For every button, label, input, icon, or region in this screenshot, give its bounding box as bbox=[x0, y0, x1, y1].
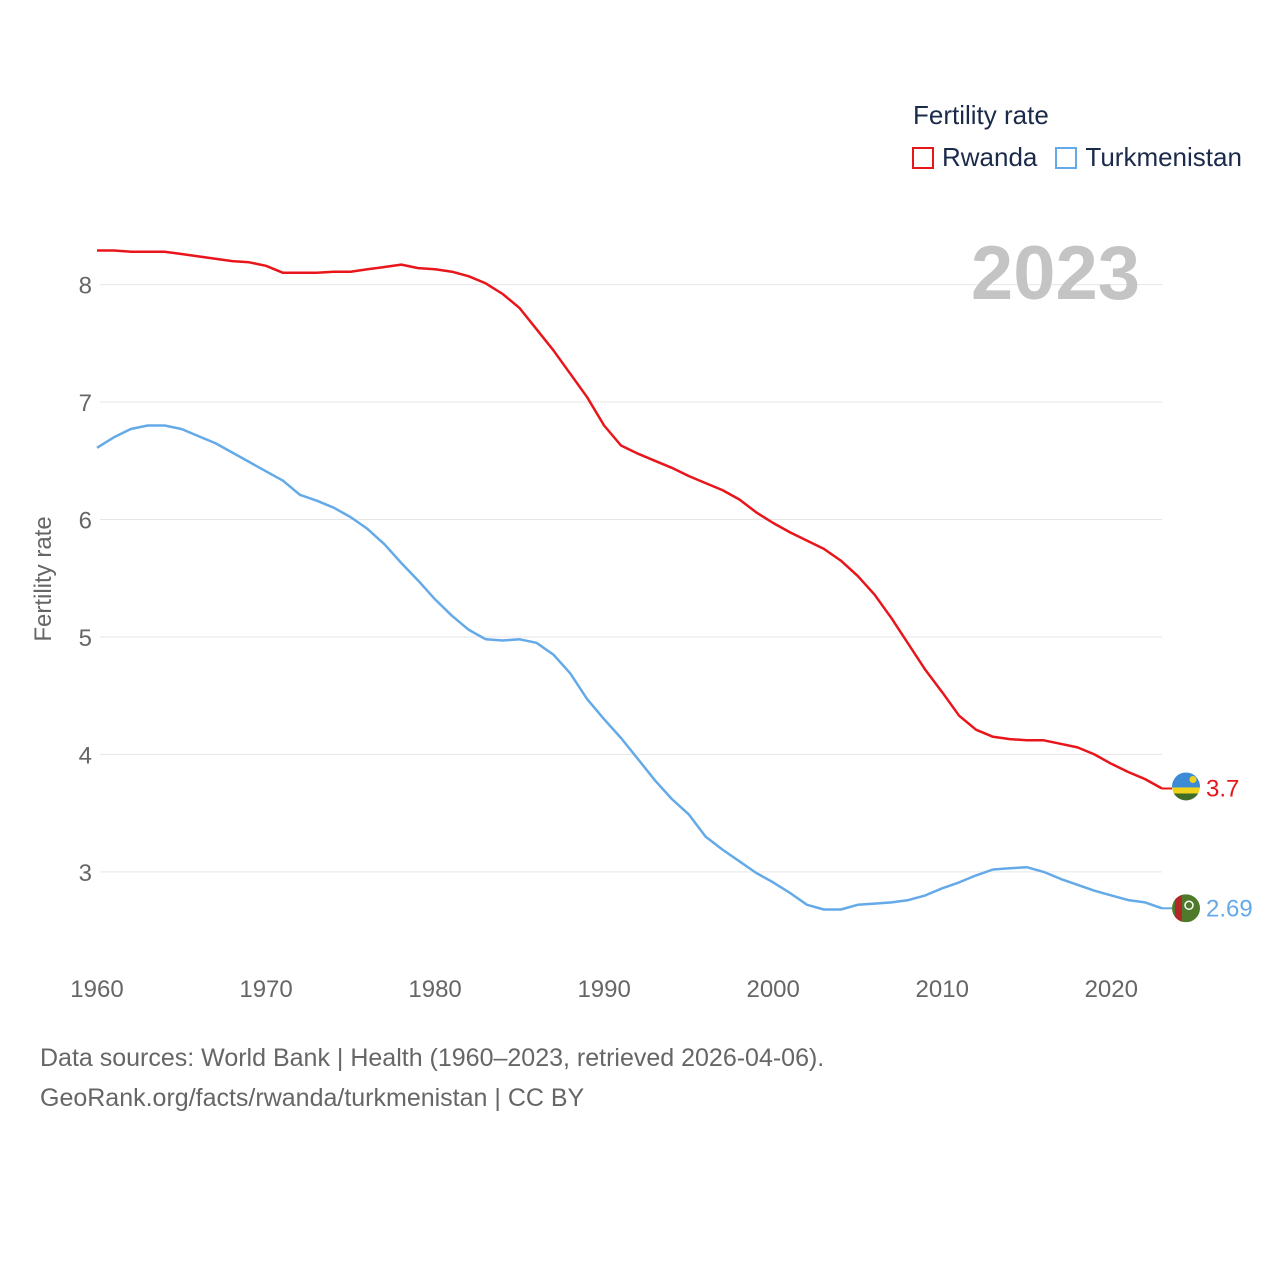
rwanda-flag-icon bbox=[1172, 772, 1200, 801]
x-tick-label-1990: 1990 bbox=[577, 976, 630, 1003]
y-tick-label-6: 6 bbox=[79, 507, 92, 534]
attribution-link[interactable]: GeoRank.org/facts/rwanda/turkmenistan | … bbox=[40, 1084, 585, 1112]
y-tick-label-5: 5 bbox=[79, 625, 92, 652]
end-value-label-rwanda: 3.7 bbox=[1206, 775, 1239, 802]
data-source-note: Data sources: World Bank | Health (1960–… bbox=[40, 1044, 825, 1072]
y-axis-label: Fertility rate bbox=[30, 516, 57, 641]
x-tick-label-2010: 2010 bbox=[916, 976, 969, 1003]
y-tick-label-3: 3 bbox=[79, 860, 92, 887]
legend-label-turkmenistan: Turkmenistan bbox=[1085, 142, 1242, 172]
turkmenistan-flag-icon bbox=[1172, 894, 1200, 923]
legend-swatch-turkmenistan bbox=[1055, 146, 1078, 169]
legend-title: Fertility rate bbox=[913, 100, 1049, 130]
end-value-label-turkmenistan: 2.69 bbox=[1206, 895, 1253, 922]
legend-swatch-rwanda bbox=[912, 146, 934, 169]
legend-item-turkmenistan[interactable]: Turkmenistan bbox=[1055, 142, 1242, 173]
year-label: 2023 bbox=[971, 231, 1140, 316]
x-tick-label-1960: 1960 bbox=[70, 976, 123, 1003]
x-tick-label-2020: 2020 bbox=[1085, 976, 1138, 1003]
x-tick-label-2000: 2000 bbox=[746, 976, 799, 1003]
y-tick-label-4: 4 bbox=[79, 742, 92, 769]
series-line-rwanda bbox=[97, 249, 1163, 790]
x-tick-label-1970: 1970 bbox=[239, 976, 292, 1003]
legend: Rwanda Turkmenistan bbox=[912, 142, 1260, 173]
y-tick-label-7: 7 bbox=[79, 390, 92, 417]
legend-item-rwanda[interactable]: Rwanda bbox=[912, 142, 1037, 173]
legend-label-rwanda: Rwanda bbox=[942, 142, 1038, 172]
series-line-turkmenistan bbox=[96, 424, 1163, 911]
x-tick-label-1980: 1980 bbox=[408, 976, 461, 1003]
y-tick-label-8: 8 bbox=[79, 273, 92, 300]
